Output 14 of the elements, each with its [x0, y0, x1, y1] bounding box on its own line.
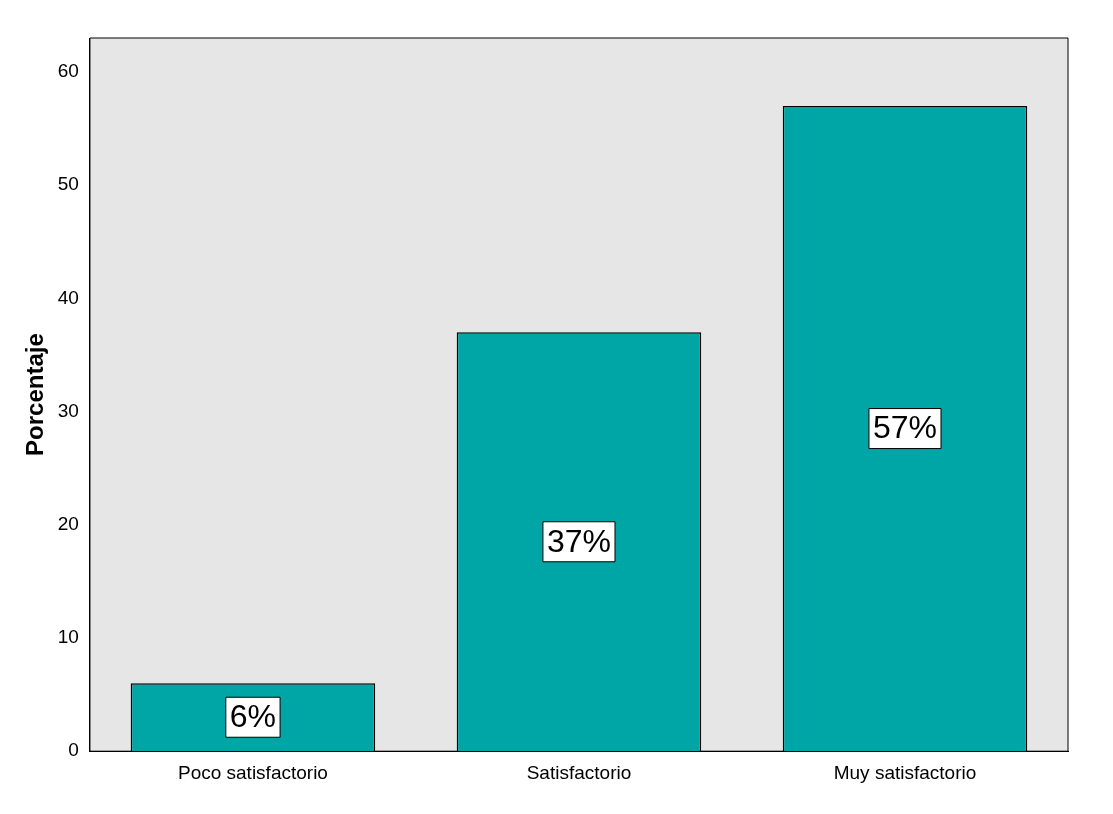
y-tick-label: 50: [57, 173, 79, 195]
data-label: 6%: [229, 698, 277, 735]
y-tick-label: 40: [57, 286, 79, 308]
data-label: 57%: [872, 409, 938, 446]
y-tick-label: 20: [57, 513, 79, 535]
y-tick-label: 60: [57, 60, 79, 82]
data-label: 37%: [546, 522, 611, 559]
y-tick-label: 10: [57, 626, 79, 648]
y-tick-label: 30: [57, 399, 79, 421]
y-axis-title: Porcentaje: [21, 333, 49, 456]
x-tick-label: Poco satisfactorio: [177, 761, 328, 783]
x-tick-label: Muy satisfactorio: [833, 761, 977, 783]
x-tick-label: Satisfactorio: [526, 761, 632, 783]
y-tick-label: 0: [68, 739, 79, 761]
